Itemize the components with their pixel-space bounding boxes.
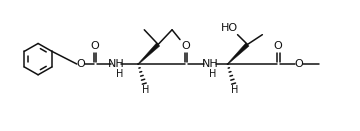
Text: NH: NH: [108, 59, 125, 69]
Text: HO: HO: [221, 23, 238, 33]
Text: O: O: [90, 41, 99, 51]
Text: O: O: [274, 41, 283, 51]
Text: H: H: [231, 85, 238, 95]
Text: O: O: [295, 59, 303, 69]
Polygon shape: [228, 43, 249, 64]
Text: NH: NH: [201, 59, 218, 69]
Text: H: H: [116, 69, 123, 79]
Text: H: H: [209, 69, 216, 79]
Text: H: H: [141, 85, 149, 95]
Polygon shape: [138, 43, 160, 64]
Text: O: O: [181, 41, 190, 51]
Text: O: O: [76, 59, 85, 69]
